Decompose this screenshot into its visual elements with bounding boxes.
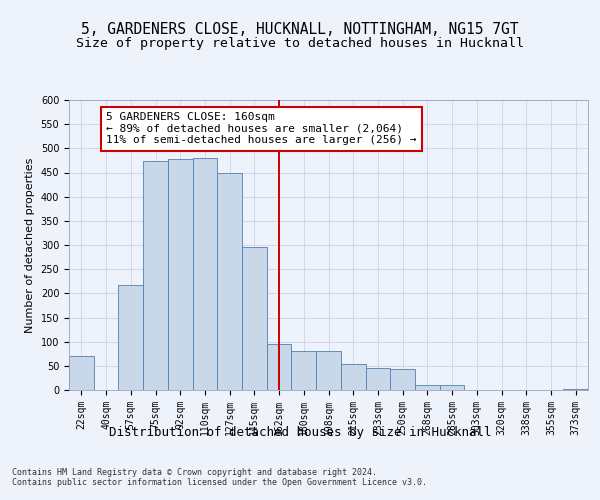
Text: Contains HM Land Registry data © Crown copyright and database right 2024.
Contai: Contains HM Land Registry data © Crown c… [12, 468, 427, 487]
Bar [168, 159, 193, 390]
Bar [143, 162, 168, 390]
Bar [563, 389, 588, 390]
Bar [292, 352, 316, 390]
Y-axis label: Number of detached properties: Number of detached properties [25, 158, 35, 332]
Text: Size of property relative to detached houses in Hucknall: Size of property relative to detached ho… [76, 38, 524, 51]
Text: 5 GARDENERS CLOSE: 160sqm
← 89% of detached houses are smaller (2,064)
11% of se: 5 GARDENERS CLOSE: 160sqm ← 89% of detac… [106, 112, 416, 146]
Bar [415, 384, 440, 390]
Bar [118, 284, 143, 390]
Text: Distribution of detached houses by size in Hucknall: Distribution of detached houses by size … [109, 426, 491, 439]
Bar [193, 158, 217, 390]
Bar [316, 352, 341, 390]
Bar [365, 368, 390, 390]
Text: 5, GARDENERS CLOSE, HUCKNALL, NOTTINGHAM, NG15 7GT: 5, GARDENERS CLOSE, HUCKNALL, NOTTINGHAM… [81, 22, 519, 38]
Bar [390, 369, 415, 390]
Bar [69, 356, 94, 390]
Bar [217, 172, 242, 390]
Bar [341, 364, 365, 390]
Bar [440, 384, 464, 390]
Bar [242, 248, 267, 390]
Bar [267, 344, 292, 390]
